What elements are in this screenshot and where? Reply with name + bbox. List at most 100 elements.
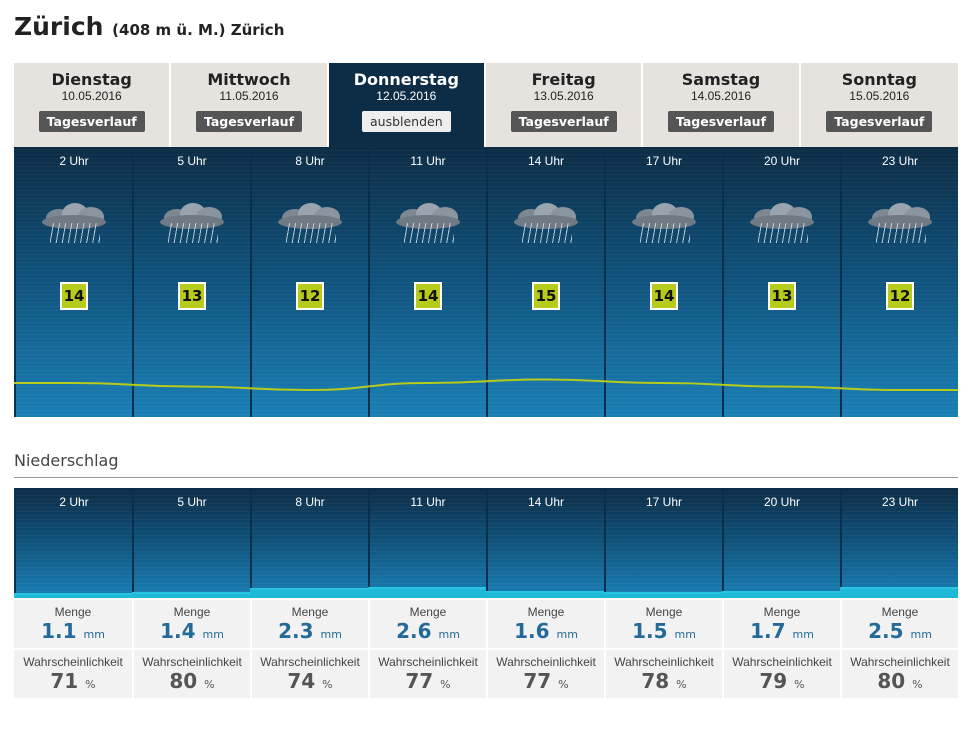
probability-value: 79 % xyxy=(724,669,840,693)
tab-freitag[interactable]: Freitag 13.05.2016 Tagesverlauf xyxy=(485,63,644,147)
hour-label: 5 Uhr xyxy=(177,154,207,168)
hour-label: 17 Uhr xyxy=(645,154,683,168)
amount-cell: Menge 2.3 mm xyxy=(250,600,368,648)
hour-label: 2 Uhr xyxy=(59,495,89,509)
rain-cloud-icon xyxy=(864,201,936,245)
unit: mm xyxy=(83,628,105,641)
probability-number: 77 xyxy=(523,669,552,693)
tab-sonntag[interactable]: Sonntag 15.05.2016 Tagesverlauf xyxy=(800,63,958,147)
amount-value: 2.5 mm xyxy=(842,619,958,643)
day-detail-button[interactable]: Tagesverlauf xyxy=(510,111,617,132)
probability-value: 80 % xyxy=(134,669,250,693)
tab-mittwoch[interactable]: Mittwoch 11.05.2016 Tagesverlauf xyxy=(171,63,329,147)
amount-number: 1.4 xyxy=(160,619,196,643)
tab-day-label: Sonntag xyxy=(841,70,917,89)
day-detail-button[interactable]: Tagesverlauf xyxy=(38,111,145,132)
tab-day-label: Mittwoch xyxy=(207,70,291,89)
rain-cloud-icon xyxy=(392,201,464,245)
amount-value: 2.3 mm xyxy=(252,619,368,643)
day-detail-button[interactable]: Tagesverlauf xyxy=(826,111,933,132)
hour-label: 20 Uhr xyxy=(763,154,801,168)
probability-label: Wahrscheinlichkeit xyxy=(496,655,596,669)
day-detail-button[interactable]: Tagesverlauf xyxy=(667,111,775,132)
hour-column: 23 Uhr xyxy=(840,488,958,598)
hour-column: 8 Uhr 12 xyxy=(250,147,368,417)
day-tabs: Dienstag 10.05.2016 Tagesverlauf Mittwoch 11… xyxy=(14,63,958,147)
unit: mm xyxy=(202,628,224,641)
amount-label: Menge xyxy=(763,605,801,619)
hour-column: 2 Uhr xyxy=(14,488,132,598)
probability-number: 77 xyxy=(405,669,434,693)
unit: mm xyxy=(792,628,814,641)
probability-number: 74 xyxy=(287,669,316,693)
amount-label: Menge xyxy=(173,605,211,619)
temperature-badge: 14 xyxy=(650,282,678,310)
probability-cell: Wahrscheinlichkeit 74 % xyxy=(250,650,368,698)
precipitation-heading: Niederschlag xyxy=(14,451,119,470)
amount-number: 2.5 xyxy=(868,619,904,643)
amount-cell: Menge 2.5 mm xyxy=(840,600,958,648)
probability-number: 79 xyxy=(759,669,788,693)
probability-number: 71 xyxy=(50,669,79,693)
tab-dienstag[interactable]: Dienstag 10.05.2016 Tagesverlauf xyxy=(14,63,172,147)
probability-value: 78 % xyxy=(606,669,722,693)
amount-label: Menge xyxy=(291,605,329,619)
hourly-forecast-panel: 2 Uhr 14 5 Uhr 13 8 Uhr 12 11 Uhr 14 14 Uhr 15 17 … xyxy=(14,147,958,417)
probability-number: 80 xyxy=(169,669,198,693)
hour-label: 23 Uhr xyxy=(881,495,919,509)
probability-number: 78 xyxy=(641,669,670,693)
precipitation-bar xyxy=(250,588,368,598)
hour-label: 20 Uhr xyxy=(763,495,801,509)
amount-value: 1.6 mm xyxy=(488,619,604,643)
unit: % xyxy=(558,678,569,691)
temperature-badge: 15 xyxy=(532,282,560,310)
unit: % xyxy=(322,678,333,691)
city-detail: (408 m ü. M.) Zürich xyxy=(112,21,285,39)
temperature-badge: 14 xyxy=(60,282,88,310)
unit: mm xyxy=(674,628,696,641)
precipitation-bar xyxy=(14,593,132,598)
rain-cloud-icon xyxy=(746,201,818,245)
hour-label: 14 Uhr xyxy=(527,495,565,509)
tab-day-label: Freitag xyxy=(531,70,596,89)
probability-value: 74 % xyxy=(252,669,368,693)
temperature-badge: 12 xyxy=(296,282,324,310)
probability-value: 77 % xyxy=(488,669,604,693)
amount-label: Menge xyxy=(645,605,683,619)
amount-cell: Menge 1.7 mm xyxy=(722,600,840,648)
hour-label: 11 Uhr xyxy=(410,154,446,168)
tab-date: 12.05.2016 xyxy=(376,89,437,103)
rain-cloud-icon xyxy=(628,201,700,245)
precipitation-bar xyxy=(368,586,486,598)
probability-label: Wahrscheinlichkeit xyxy=(142,655,242,669)
tab-date: 14.05.2016 xyxy=(690,89,751,103)
hour-column: 20 Uhr xyxy=(722,488,840,598)
temperature-badge: 13 xyxy=(178,282,206,310)
amount-cell: Menge 1.1 mm xyxy=(14,600,132,648)
tab-day-label: Samstag xyxy=(681,70,761,89)
amount-cell: Menge 1.6 mm xyxy=(486,600,604,648)
probability-value: 80 % xyxy=(842,669,958,693)
amount-number: 1.6 xyxy=(514,619,550,643)
tab-donnerstag[interactable]: Donnerstag 12.05.2016 ausblenden xyxy=(328,63,486,147)
precipitation-bar xyxy=(840,587,958,598)
amount-value: 1.7 mm xyxy=(724,619,840,643)
amount-value: 1.5 mm xyxy=(606,619,722,643)
tab-samstag[interactable]: Samstag 14.05.2016 Tagesverlauf xyxy=(643,63,801,147)
unit: mm xyxy=(438,628,460,641)
hide-button[interactable]: ausblenden xyxy=(361,111,451,132)
hour-column: 11 Uhr xyxy=(368,488,486,598)
probability-label: Wahrscheinlichkeit xyxy=(850,655,950,669)
probability-cell: Wahrscheinlichkeit 79 % xyxy=(722,650,840,698)
amount-value: 1.4 mm xyxy=(134,619,250,643)
precipitation-bar xyxy=(604,591,722,598)
day-detail-button[interactable]: Tagesverlauf xyxy=(195,111,303,132)
city-name: Zürich xyxy=(14,12,104,41)
amount-number: 1.5 xyxy=(632,619,668,643)
divider xyxy=(14,477,958,478)
unit: mm xyxy=(910,628,932,641)
hour-label: 8 Uhr xyxy=(295,495,325,509)
unit: % xyxy=(85,678,96,691)
page-title: Zürich (408 m ü. M.) Zürich xyxy=(14,12,284,41)
probability-label: Wahrscheinlichkeit xyxy=(260,655,360,669)
